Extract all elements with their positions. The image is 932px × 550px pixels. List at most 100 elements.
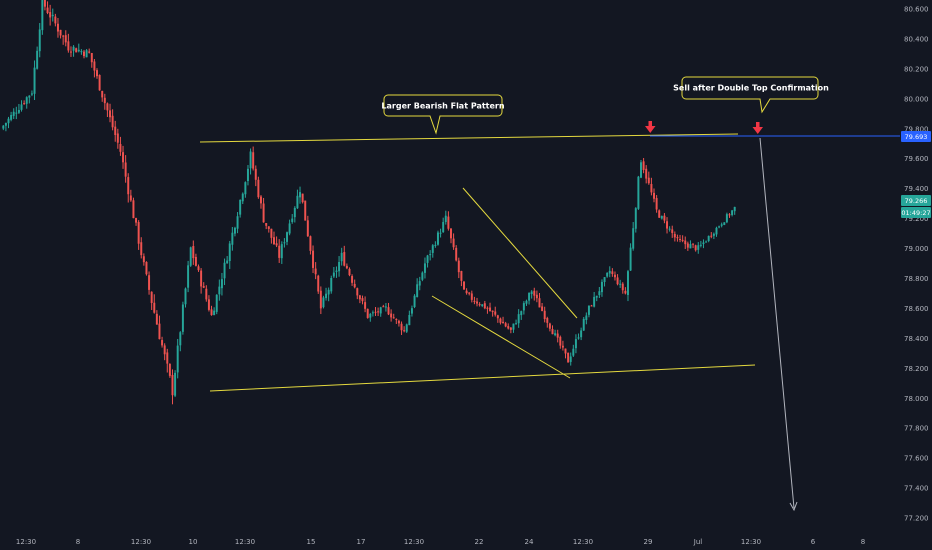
candle (613, 271, 616, 281)
candle (122, 145, 125, 169)
candle (38, 23, 41, 58)
candle (416, 278, 419, 298)
candle (660, 215, 663, 220)
y-tick-label: 77.400 (904, 485, 929, 493)
candle (96, 68, 98, 79)
candle (205, 285, 208, 302)
candle (413, 294, 416, 309)
candle (522, 301, 525, 315)
candle (304, 200, 307, 221)
y-tick-label: 79.400 (904, 185, 929, 193)
price-axis[interactable]: 80.600 80.400 80.200 80.000 79.800 79.600 79.4… (900, 0, 932, 550)
candle (88, 48, 91, 54)
candle (54, 13, 57, 27)
x-tick-label: 8 (76, 538, 80, 546)
time-axis[interactable]: 12:30 8 12:30 10 12:30 15 17 12:30 22 24 12:30 29 Ju… (0, 533, 932, 550)
candle (395, 318, 398, 324)
candle (218, 279, 221, 301)
candle (4, 122, 7, 132)
candle (213, 307, 216, 316)
candle (574, 334, 577, 354)
candle (330, 275, 333, 294)
candle (535, 290, 538, 303)
x-tick-label: 12:30 (235, 538, 255, 546)
candle (502, 316, 505, 324)
candle (421, 271, 424, 282)
support-trendline[interactable] (209, 364, 756, 392)
candle (528, 292, 531, 305)
wedge-upper-line[interactable] (462, 187, 578, 319)
candle (705, 240, 708, 243)
candle (171, 369, 174, 405)
candle (189, 246, 192, 267)
wedge-lower-line[interactable] (431, 295, 571, 379)
candle (163, 343, 166, 361)
arrow-down-icon (645, 121, 656, 133)
candle (499, 317, 502, 325)
candle (168, 363, 171, 378)
candle (257, 176, 260, 199)
candle (723, 222, 726, 226)
candle (621, 282, 624, 294)
candle (486, 306, 489, 314)
candle (593, 291, 596, 308)
candle (725, 212, 728, 224)
sell-callout[interactable]: Sell after Double Top Confirmation (673, 76, 829, 114)
candle (124, 155, 127, 183)
pattern-callout[interactable]: Larger Bearish Flat Pattern (381, 94, 505, 135)
candle (259, 195, 262, 209)
y-tick-label: 79.800 (904, 125, 929, 133)
candle (483, 300, 486, 310)
candle (369, 312, 372, 322)
candle (512, 323, 515, 333)
candle (720, 222, 723, 228)
candle (327, 287, 330, 302)
candle (671, 225, 674, 238)
candle (603, 277, 606, 287)
y-tick-label: 77.200 (904, 515, 929, 523)
candle (637, 175, 640, 210)
projection-line[interactable] (759, 137, 795, 509)
candle (270, 228, 273, 244)
candle (658, 209, 661, 218)
candle (340, 247, 343, 266)
candle (314, 262, 317, 280)
candle (161, 336, 164, 348)
candle (377, 307, 380, 317)
candle (30, 90, 33, 97)
candle (93, 58, 96, 78)
candle (207, 295, 210, 312)
svg-text:01:49:27: 01:49:27 (901, 209, 930, 217)
candle (668, 226, 671, 232)
candle (686, 241, 689, 251)
candle (733, 206, 736, 215)
candle (353, 279, 356, 289)
candle (408, 310, 411, 326)
candle (384, 303, 387, 312)
candle (431, 244, 434, 258)
candle (299, 186, 302, 204)
candle (166, 348, 169, 373)
candle (36, 46, 39, 70)
candle (153, 294, 156, 314)
candle (59, 29, 62, 39)
x-tick-label: Jul (693, 538, 703, 546)
candle (390, 309, 393, 322)
y-tick-label: 80.400 (904, 35, 929, 43)
candle (541, 303, 544, 312)
resistance-trendline[interactable] (199, 133, 739, 143)
candle (548, 322, 551, 332)
candle (306, 215, 309, 238)
pattern-label: Larger Bearish Flat Pattern (381, 102, 504, 111)
candle (728, 213, 731, 218)
candle (494, 306, 497, 317)
candle (252, 146, 255, 171)
candle (567, 352, 570, 363)
candle (442, 217, 445, 233)
candle (223, 258, 226, 286)
candle (325, 287, 328, 301)
candle (51, 8, 54, 22)
candle (663, 213, 666, 224)
